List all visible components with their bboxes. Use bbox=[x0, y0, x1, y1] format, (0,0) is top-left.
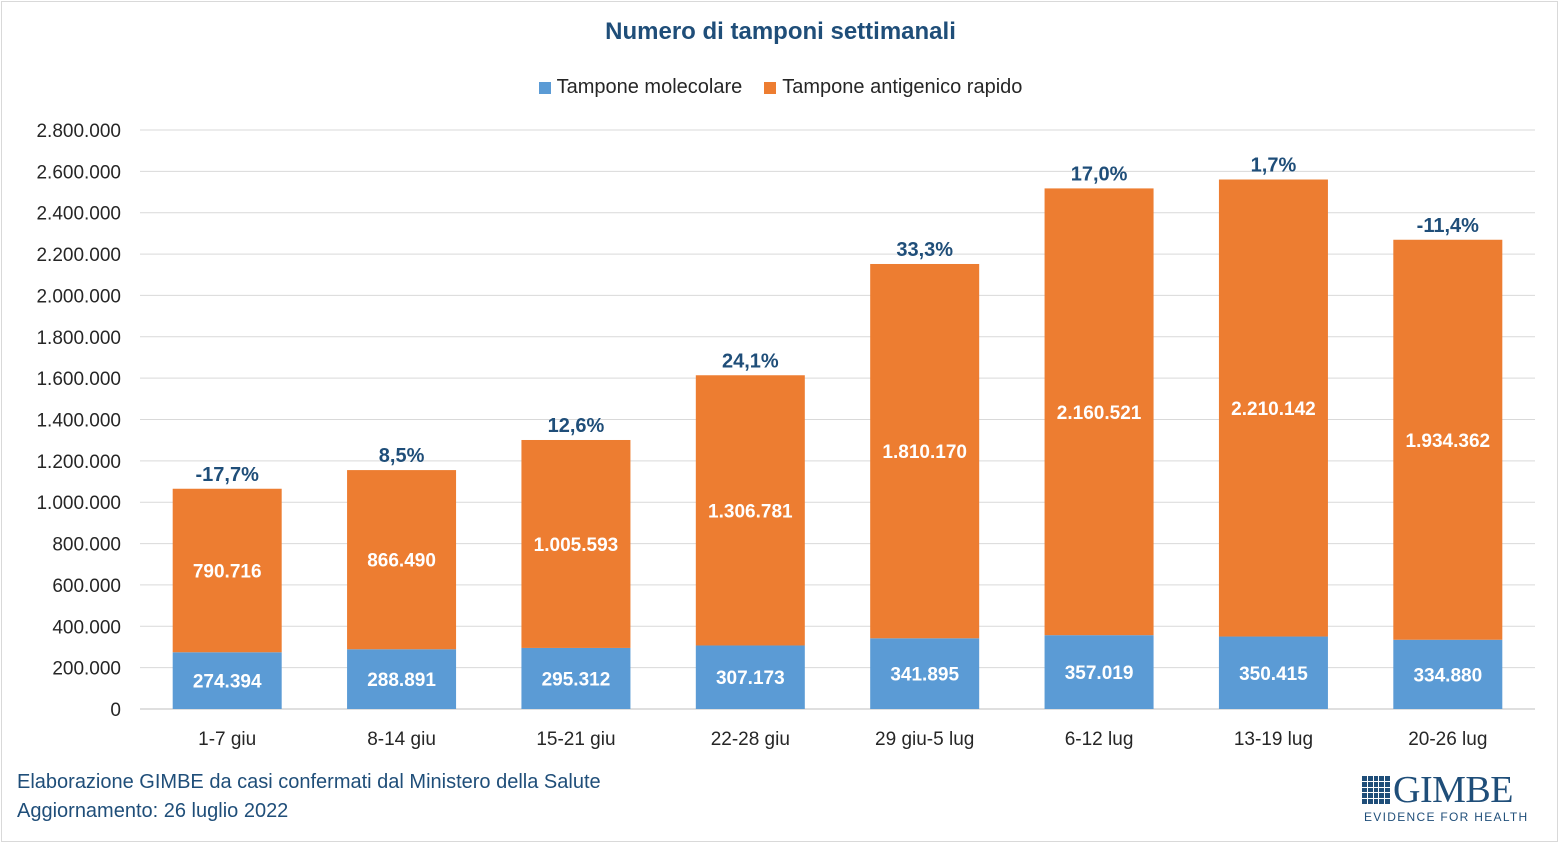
data-label-antigenico: 790.716 bbox=[193, 562, 262, 583]
logo-wordmark: GIMBE bbox=[1393, 769, 1513, 811]
bar-molecolare bbox=[347, 649, 457, 709]
bar-molecolare bbox=[870, 638, 980, 709]
data-label-antigenico: 866.490 bbox=[367, 551, 436, 572]
data-label-molecolare: 295.312 bbox=[542, 669, 611, 690]
data-label-molecolare: 341.895 bbox=[890, 665, 959, 686]
bar-molecolare bbox=[1218, 636, 1328, 709]
bar-antigenico bbox=[1393, 239, 1503, 640]
y-tick-label: 1.200.000 bbox=[36, 452, 121, 473]
bar-molecolare bbox=[1044, 635, 1154, 709]
y-tick-label: 1.400.000 bbox=[36, 411, 121, 432]
bar-molecolare bbox=[1393, 639, 1503, 709]
data-label-molecolare: 334.880 bbox=[1413, 665, 1482, 686]
legend-item-antigenico: Tampone antigenico rapido bbox=[764, 76, 1022, 99]
y-tick-label: 1.000.000 bbox=[36, 493, 121, 514]
x-tick-label: 6-12 lug bbox=[1065, 729, 1134, 750]
y-tick-label: 400.000 bbox=[52, 617, 121, 638]
y-tick-label: 2.600.000 bbox=[36, 162, 121, 183]
data-label-antigenico: 1.005.593 bbox=[534, 535, 619, 556]
x-tick-label: 15-21 giu bbox=[536, 729, 615, 750]
change-label: 33,3% bbox=[896, 239, 953, 261]
y-tick-label: 2.000.000 bbox=[36, 286, 121, 307]
bar-antigenico bbox=[1218, 179, 1328, 637]
gimbe-logo: GIMBE EVIDENCE FOR HEALTH bbox=[1362, 769, 1527, 826]
y-tick-label: 1.800.000 bbox=[36, 328, 121, 349]
y-tick-label: 200.000 bbox=[52, 659, 121, 680]
data-label-antigenico: 2.160.521 bbox=[1057, 403, 1142, 424]
data-label-molecolare: 274.394 bbox=[193, 672, 262, 693]
change-label: 17,0% bbox=[1071, 163, 1128, 185]
y-tick-label: 800.000 bbox=[52, 535, 121, 556]
data-label-antigenico: 1.306.781 bbox=[708, 501, 793, 522]
data-label-antigenico: 1.934.362 bbox=[1406, 431, 1491, 452]
y-tick-label: 600.000 bbox=[52, 576, 121, 597]
source-note: Elaborazione GIMBE da casi confermati da… bbox=[17, 768, 601, 826]
data-label-molecolare: 350.415 bbox=[1239, 664, 1308, 685]
change-label: -17,7% bbox=[196, 464, 260, 486]
bar-molecolare bbox=[695, 645, 805, 709]
bar-antigenico bbox=[172, 488, 282, 653]
legend-swatch-molecolare bbox=[538, 81, 551, 94]
source-line: Elaborazione GIMBE da casi confermati da… bbox=[17, 771, 601, 793]
bar-antigenico bbox=[1044, 188, 1154, 636]
y-tick-label: 2.800.000 bbox=[36, 121, 121, 142]
y-tick-label: 2.400.000 bbox=[36, 204, 121, 225]
legend-swatch-antigenico bbox=[764, 81, 777, 94]
x-tick-label: 22-28 giu bbox=[711, 729, 790, 750]
change-label: 1,7% bbox=[1251, 155, 1297, 177]
data-label-molecolare: 307.173 bbox=[716, 668, 785, 689]
update-line: Aggiornamento: 26 luglio 2022 bbox=[17, 800, 289, 822]
x-tick-label: 20-26 lug bbox=[1408, 729, 1487, 750]
bar-molecolare bbox=[521, 647, 631, 709]
bar-molecolare bbox=[172, 652, 282, 709]
change-label: -11,4% bbox=[1417, 215, 1479, 237]
data-label-molecolare: 357.019 bbox=[1065, 663, 1134, 684]
change-label: 24,1% bbox=[722, 350, 779, 372]
bar-antigenico bbox=[347, 470, 457, 650]
x-tick-label: 8-14 giu bbox=[367, 729, 436, 750]
bar-antigenico bbox=[695, 375, 805, 646]
bar-antigenico bbox=[521, 439, 631, 648]
y-tick-label: 1.600.000 bbox=[36, 369, 121, 390]
x-tick-label: 29 giu-5 lug bbox=[875, 729, 974, 750]
chart-title: Numero di tamponi settimanali bbox=[605, 18, 956, 45]
data-label-antigenico: 1.810.170 bbox=[882, 442, 967, 463]
y-tick-label: 2.200.000 bbox=[36, 245, 121, 266]
chart-legend: Tampone molecolare Tampone antigenico ra… bbox=[0, 76, 1561, 99]
data-label-molecolare: 288.891 bbox=[367, 670, 436, 691]
legend-label-molecolare: Tampone molecolare bbox=[556, 76, 743, 98]
logo-tagline: EVIDENCE FOR HEALTH bbox=[1364, 810, 1529, 824]
change-label: 8,5% bbox=[379, 445, 425, 467]
x-tick-label: 1-7 giu bbox=[198, 729, 256, 750]
change-label: 12,6% bbox=[548, 415, 605, 437]
legend-item-molecolare: Tampone molecolare bbox=[538, 76, 743, 99]
logo-grid-icon bbox=[1362, 776, 1390, 804]
legend-label-antigenico: Tampone antigenico rapido bbox=[782, 76, 1023, 98]
x-tick-label: 13-19 lug bbox=[1234, 729, 1313, 750]
y-tick-label: 0 bbox=[110, 700, 121, 721]
bar-antigenico bbox=[870, 263, 980, 639]
data-label-antigenico: 2.210.142 bbox=[1231, 399, 1316, 420]
